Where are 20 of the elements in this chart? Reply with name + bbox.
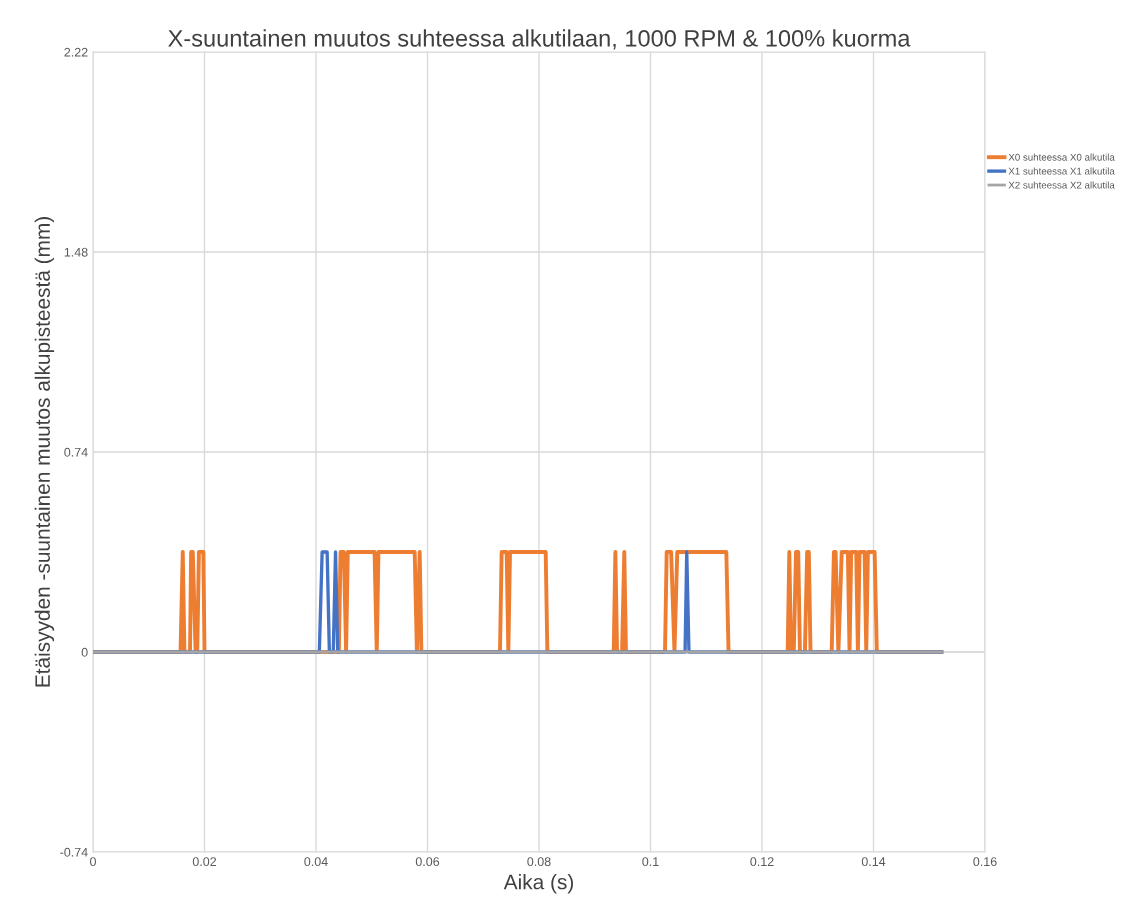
chart-title: X-suuntainen muutos suhteessa alkutilaan, 1000 RPM & 100% kuorma	[168, 29, 911, 50]
legend-label: X2 suhteessa X2 alkutila	[1008, 181, 1115, 189]
legend-label: X0 suhteessa X0 alkutila	[1008, 153, 1115, 161]
x-tick-label: 0.16	[973, 857, 997, 867]
x-tick-label: 0.14	[861, 857, 886, 867]
y-tick-label: -0.74	[60, 847, 88, 857]
x-axis-title: Aika (s)	[503, 874, 574, 894]
y-tick-label: 2.22	[64, 47, 88, 57]
x-tick-label: 0.04	[304, 857, 328, 867]
x-tick-label: 0.1	[642, 857, 659, 867]
legend-label: X1 suhteessa X1 alkutila	[1008, 167, 1115, 175]
y-tick-label: 0	[81, 647, 88, 657]
x-tick-label: 0.12	[750, 857, 774, 867]
y-tick-label: 1.48	[64, 247, 88, 257]
x-tick-label: 0.02	[192, 857, 217, 867]
x-tick-label: 0.06	[415, 857, 440, 867]
y-axis-title: Etäisyyden -suuntainen muutos alkupisteestä (mm)	[34, 217, 55, 687]
y-tick-label: 0.74	[64, 447, 88, 457]
x-tick-label: 0	[90, 857, 96, 867]
x-tick-label: 0.08	[527, 857, 551, 867]
